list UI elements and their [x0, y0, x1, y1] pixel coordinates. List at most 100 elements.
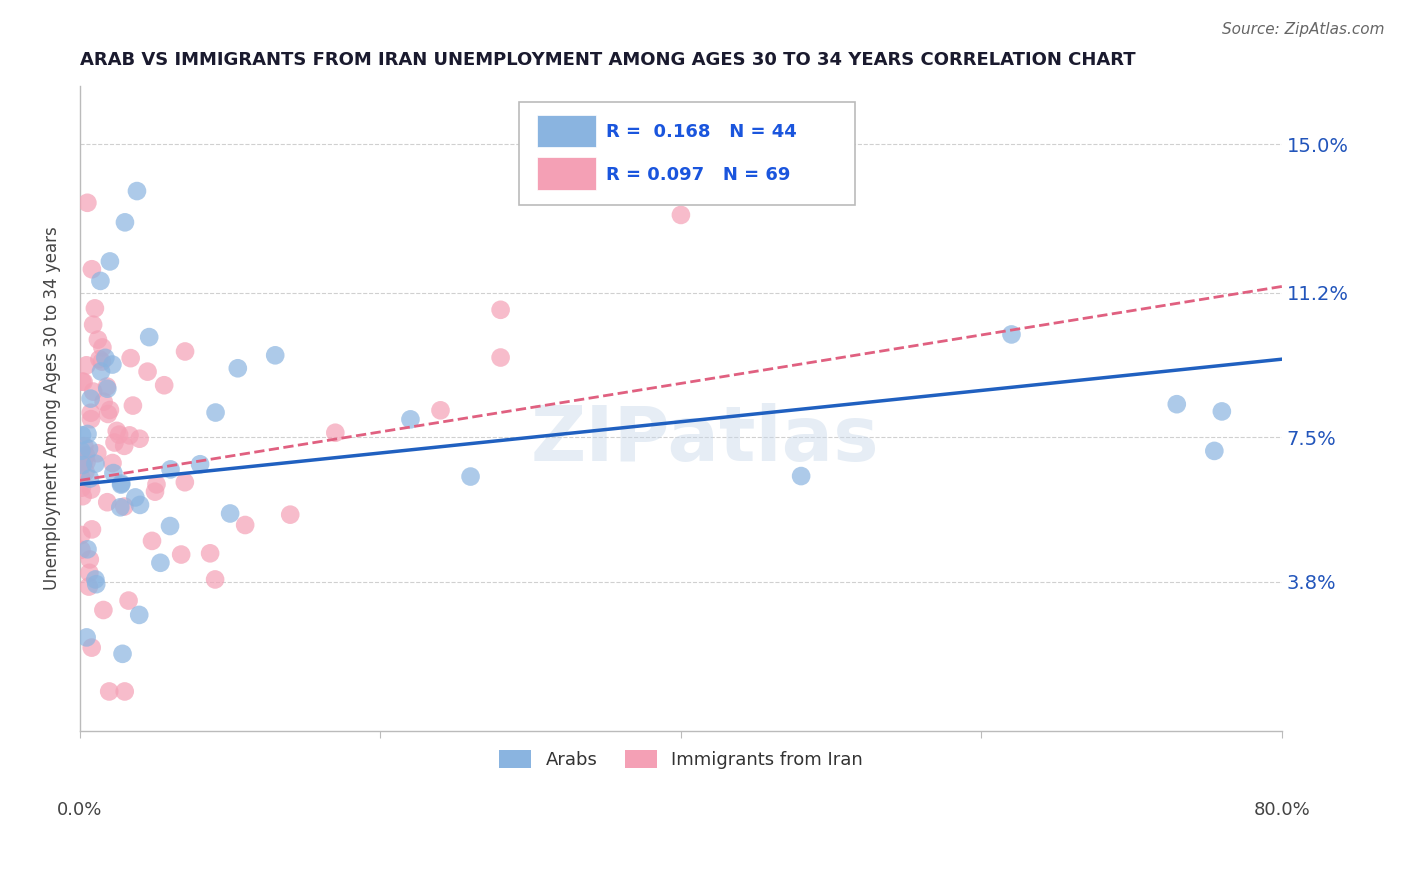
Point	[204, 573, 226, 587]
Point	[79, 566, 101, 580]
Text: 80.0%: 80.0%	[1254, 801, 1310, 819]
Point	[76, 195, 98, 210]
Point	[1204, 444, 1226, 458]
Point	[73, 455, 96, 469]
Point	[122, 399, 145, 413]
Point	[790, 469, 813, 483]
Point	[96, 382, 118, 396]
Point	[128, 432, 150, 446]
Point	[96, 379, 118, 393]
Point	[79, 472, 101, 486]
Point	[77, 580, 100, 594]
Point	[79, 552, 101, 566]
Point	[75, 359, 97, 373]
Point	[96, 495, 118, 509]
Point	[103, 435, 125, 450]
Point	[93, 603, 115, 617]
Point	[111, 647, 134, 661]
Point	[103, 466, 125, 480]
Point	[143, 484, 166, 499]
FancyBboxPatch shape	[519, 102, 855, 205]
Y-axis label: Unemployment Among Ages 30 to 34 years: Unemployment Among Ages 30 to 34 years	[44, 227, 60, 590]
Point	[120, 351, 142, 366]
Point	[84, 457, 107, 471]
Point	[93, 394, 115, 409]
Point	[159, 462, 181, 476]
Point	[70, 375, 93, 389]
Point	[399, 412, 422, 426]
Point	[138, 330, 160, 344]
Point	[110, 500, 132, 515]
Point	[80, 640, 103, 655]
Point	[90, 364, 112, 378]
Point	[226, 361, 249, 376]
Point	[75, 448, 97, 462]
FancyBboxPatch shape	[537, 157, 596, 190]
Point	[112, 500, 135, 514]
Text: R =  0.168   N = 44: R = 0.168 N = 44	[606, 123, 797, 141]
Point	[153, 378, 176, 392]
Point	[174, 344, 197, 359]
Point	[112, 439, 135, 453]
FancyBboxPatch shape	[537, 115, 596, 147]
Point	[70, 481, 93, 495]
Point	[89, 274, 111, 288]
Point	[76, 631, 98, 645]
Point	[86, 446, 108, 460]
Point	[136, 365, 159, 379]
Text: ARAB VS IMMIGRANTS FROM IRAN UNEMPLOYMENT AMONG AGES 30 TO 34 YEARS CORRELATION : ARAB VS IMMIGRANTS FROM IRAN UNEMPLOYMEN…	[80, 51, 1136, 69]
Point	[75, 465, 97, 479]
Point	[141, 533, 163, 548]
Point	[80, 483, 103, 497]
Point	[170, 548, 193, 562]
Point	[70, 453, 93, 467]
Point	[90, 354, 112, 368]
Point	[70, 471, 93, 485]
Point	[70, 542, 93, 557]
Point	[323, 425, 346, 440]
Point	[117, 593, 139, 607]
Point	[125, 184, 148, 198]
Point	[98, 403, 121, 417]
Point	[77, 442, 100, 456]
Point	[128, 607, 150, 622]
Point	[91, 341, 114, 355]
Point	[1211, 404, 1233, 418]
Point	[159, 519, 181, 533]
Point	[80, 522, 103, 536]
Point	[72, 489, 94, 503]
Point	[70, 443, 93, 458]
Point	[101, 358, 124, 372]
Point	[76, 455, 98, 469]
Point	[94, 351, 117, 365]
Point	[101, 456, 124, 470]
Text: R = 0.097   N = 69: R = 0.097 N = 69	[606, 166, 790, 184]
Point	[204, 405, 226, 419]
Point	[83, 301, 105, 316]
Point	[87, 333, 110, 347]
Point	[97, 407, 120, 421]
Text: 0.0%: 0.0%	[58, 801, 103, 819]
Point	[129, 498, 152, 512]
Point	[79, 392, 101, 406]
Point	[114, 684, 136, 698]
Point	[84, 573, 107, 587]
Point	[72, 458, 94, 472]
Point	[489, 302, 512, 317]
Point	[98, 684, 121, 698]
Point	[1000, 327, 1022, 342]
Point	[84, 577, 107, 591]
Point	[1166, 397, 1188, 411]
Point	[105, 424, 128, 438]
Point	[80, 412, 103, 426]
Point	[669, 208, 692, 222]
Point	[76, 426, 98, 441]
Point	[124, 491, 146, 505]
Point	[80, 406, 103, 420]
Point	[108, 427, 131, 442]
Point	[264, 348, 287, 362]
Point	[118, 428, 141, 442]
Point	[198, 546, 221, 560]
Point	[98, 254, 121, 268]
Point	[489, 351, 512, 365]
